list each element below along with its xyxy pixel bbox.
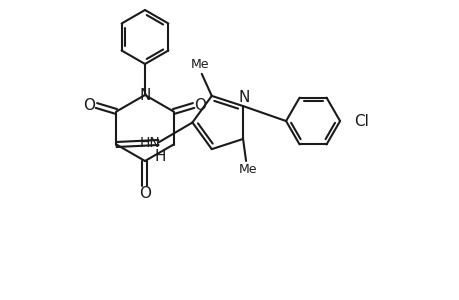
Text: O: O <box>194 98 206 113</box>
Text: N: N <box>139 88 151 103</box>
Text: Me: Me <box>190 58 208 71</box>
Text: Me: Me <box>238 164 257 176</box>
Text: O: O <box>83 98 95 113</box>
Text: Cl: Cl <box>353 113 368 128</box>
Text: H: H <box>154 149 166 164</box>
Text: O: O <box>139 185 151 200</box>
Text: HN: HN <box>140 136 160 149</box>
Text: N: N <box>238 89 249 104</box>
